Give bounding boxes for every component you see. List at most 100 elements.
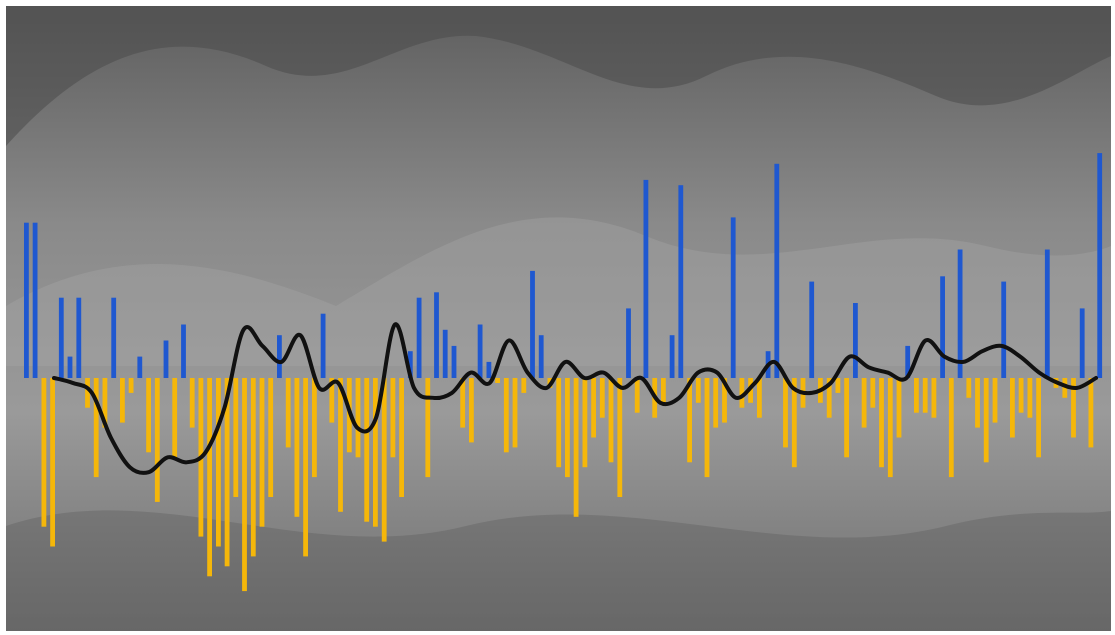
negative-bar (250, 378, 256, 557)
negative-bar (687, 378, 692, 463)
negative-bar (189, 378, 195, 428)
negative-bar (617, 378, 623, 497)
negative-bar (704, 378, 710, 478)
negative-bar (338, 378, 343, 512)
negative-bar (826, 378, 832, 418)
negative-bar (85, 378, 90, 408)
negative-bar (844, 378, 849, 458)
positive-bar (538, 335, 544, 378)
positive-bar (1097, 153, 1103, 378)
negative-bar (565, 378, 570, 478)
positive-bar (434, 292, 439, 378)
negative-bar (661, 378, 666, 403)
negative-bar (268, 378, 274, 497)
negative-bar (242, 378, 247, 592)
negative-bar (312, 378, 317, 478)
negative-bar (329, 378, 335, 423)
landscape-backdrop (6, 6, 1111, 631)
negative-bar (399, 378, 404, 497)
negative-bar (783, 378, 788, 448)
smooth-trend-line (52, 322, 1098, 475)
positive-bar (643, 179, 649, 378)
negative-bar (390, 378, 396, 458)
positive-bar (530, 270, 535, 378)
negative-bar (992, 378, 998, 423)
negative-bar (695, 378, 701, 403)
negative-bar (835, 378, 841, 393)
negative-bar (93, 378, 99, 478)
negative-bar (870, 378, 876, 408)
positive-bar (669, 335, 675, 378)
negative-bar (931, 378, 937, 418)
positive-bar (407, 351, 413, 378)
negative-bar (599, 378, 605, 418)
negative-bar (922, 378, 928, 413)
positive-bar (809, 281, 815, 378)
positive-bar (320, 313, 326, 378)
negative-bar (591, 378, 596, 438)
positive-bar (416, 297, 422, 378)
negative-bar (582, 378, 588, 468)
negative-bar (233, 378, 239, 497)
negative-bar (503, 378, 509, 453)
positive-bar (32, 222, 38, 378)
positive-bar (626, 308, 631, 378)
negative-bar (207, 378, 212, 577)
negative-bar (364, 378, 370, 522)
positive-bar (940, 276, 945, 378)
negative-bar (285, 378, 291, 448)
negative-bar (120, 378, 125, 423)
negative-bar (259, 378, 265, 527)
negative-bar (879, 378, 884, 468)
negative-bar (50, 378, 55, 547)
negative-bar (1036, 378, 1041, 458)
positive-bar (442, 329, 448, 378)
negative-bar (154, 378, 160, 502)
negative-bar (355, 378, 361, 458)
positive-bar (957, 249, 963, 378)
positive-bar (76, 297, 82, 378)
positive-bar (111, 297, 117, 378)
negative-bar (608, 378, 614, 463)
positive-bar (678, 185, 684, 378)
negative-bar (983, 378, 989, 463)
chart-svg (6, 6, 1111, 631)
negative-bar (1018, 378, 1024, 413)
negative-bar (521, 378, 527, 393)
positive-bar (1044, 249, 1050, 378)
negative-bar (303, 378, 308, 557)
negative-bar (1027, 378, 1033, 418)
negative-bar (791, 378, 797, 468)
negative-bar (469, 378, 474, 443)
negative-bar (556, 378, 562, 468)
negative-bar (887, 378, 893, 478)
bars-group (24, 153, 1103, 592)
chart-frame (6, 6, 1111, 631)
positive-bar (67, 356, 73, 378)
negative-bar (914, 378, 919, 413)
positive-bar (451, 345, 457, 378)
negative-bar (713, 378, 719, 428)
negative-bar (460, 378, 466, 428)
negative-bar (634, 378, 640, 413)
negative-bar (224, 378, 230, 567)
negative-bar (216, 378, 221, 547)
positive-bar (24, 222, 29, 378)
positive-bar (730, 217, 736, 378)
negative-bar (146, 378, 151, 453)
negative-bar (757, 378, 762, 418)
negative-bar (1088, 378, 1094, 448)
positive-bar (905, 345, 911, 378)
positive-bar (1001, 281, 1007, 378)
positive-bar (477, 324, 483, 378)
negative-bar (102, 378, 108, 428)
positive-bar (1079, 308, 1085, 378)
positive-bar (137, 356, 143, 378)
negative-bar (896, 378, 902, 438)
negative-bar (861, 378, 867, 428)
negative-bar (739, 378, 745, 408)
negative-bar (1071, 378, 1076, 438)
negative-bar (373, 378, 378, 527)
positive-bar (58, 297, 64, 378)
negative-bar (1010, 378, 1015, 438)
